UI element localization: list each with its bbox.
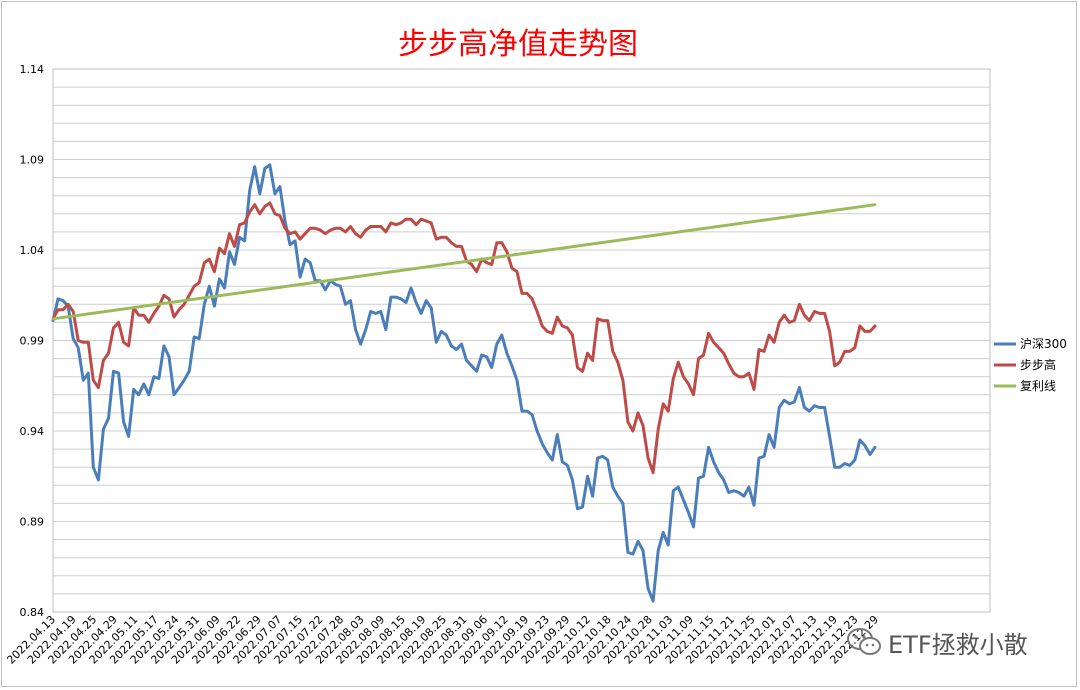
legend-label: 步步高 xyxy=(1020,357,1056,372)
y-tick-label: 1.09 xyxy=(20,154,45,167)
y-tick-label: 0.84 xyxy=(20,606,45,619)
y-tick-label: 1.14 xyxy=(20,63,45,76)
series-layer xyxy=(51,163,877,603)
y-tick-label: 1.04 xyxy=(20,244,45,257)
series-line-步步高 xyxy=(51,201,877,475)
grid-layer xyxy=(52,68,991,613)
legend-label: 沪深300 xyxy=(1020,337,1067,351)
series-line-沪深300 xyxy=(51,163,877,603)
y-tick-label: 0.89 xyxy=(20,516,45,529)
y-tick-label: 0.99 xyxy=(20,335,45,348)
y-tick-label: 0.94 xyxy=(20,425,45,438)
watermark-text: ETF拯救小散 xyxy=(888,630,1028,659)
axis-layer: 0.840.890.940.991.041.091.142022.04.1320… xyxy=(4,63,881,667)
legend-label: 复利线 xyxy=(1020,379,1056,393)
chart-title: 步步高净值走势图 xyxy=(398,27,638,62)
series-line-复利线 xyxy=(51,203,877,321)
watermark: ETF拯救小散 xyxy=(846,622,1028,662)
wechat-icon xyxy=(847,628,881,655)
